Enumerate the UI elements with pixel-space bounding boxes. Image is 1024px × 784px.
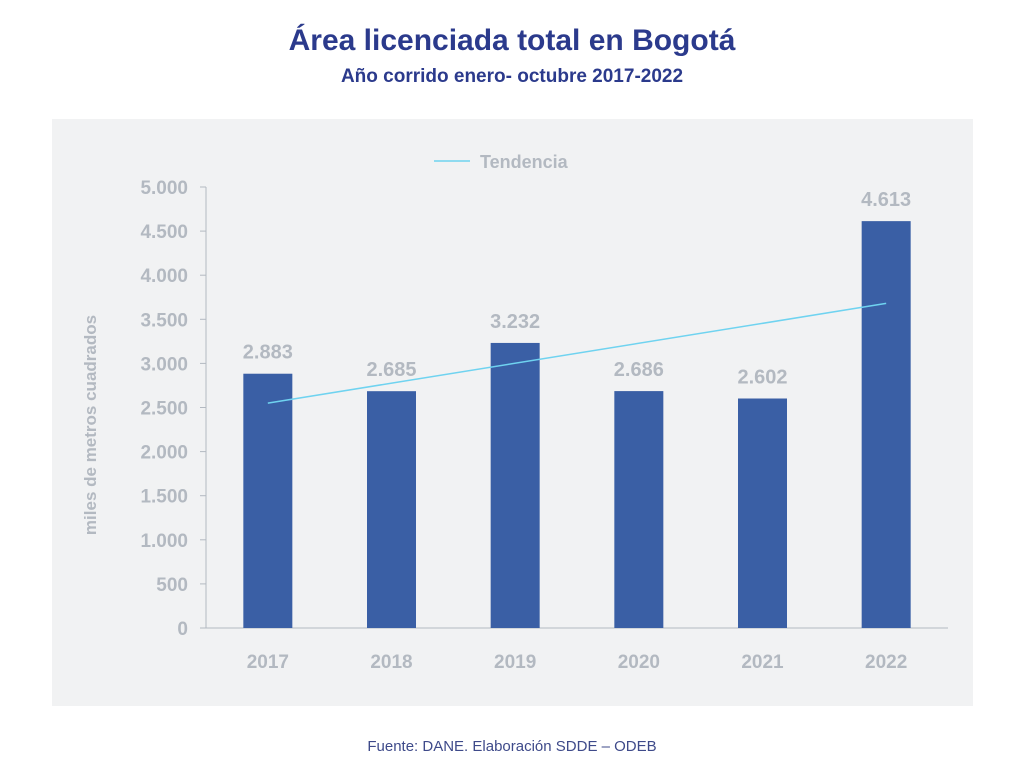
y-tick-label: 3.500 bbox=[140, 310, 188, 331]
chart-panel: 0 500 1.000 1.500 2.000 2.500 3.000 3.500 4.000 4… bbox=[52, 119, 973, 706]
bar-2022 bbox=[861, 221, 911, 628]
y-tick-label: 500 bbox=[156, 575, 188, 596]
bar-2018 bbox=[367, 391, 416, 628]
bar-2020 bbox=[614, 391, 664, 628]
x-tick-label-2022: 2022 bbox=[865, 652, 907, 673]
source-note: Fuente: DANE. Elaboración SDDE – ODEB bbox=[367, 738, 657, 755]
data-label-2022: 4.613 bbox=[861, 189, 911, 211]
trend-line bbox=[267, 302, 887, 404]
y-tick-label: 5.000 bbox=[140, 178, 188, 199]
y-tick-label: 4.500 bbox=[140, 222, 188, 243]
y-tick-label: 2.000 bbox=[140, 443, 188, 464]
x-tick-label-2020: 2020 bbox=[618, 652, 660, 673]
y-axis-title: miles de metros cuadrados bbox=[81, 315, 100, 535]
y-tick-label: 1.000 bbox=[140, 531, 188, 552]
y-tick-label: 0 bbox=[177, 619, 188, 640]
data-label-2017: 2.883 bbox=[243, 342, 293, 364]
y-tick-label: 1.500 bbox=[140, 487, 188, 508]
x-tick-label-2021: 2021 bbox=[741, 652, 784, 673]
chart-subtitle: Año corrido enero- octubre 2017-2022 bbox=[340, 66, 684, 87]
data-label-2020: 2.686 bbox=[614, 359, 664, 381]
x-tick-label-2019: 2019 bbox=[494, 652, 536, 673]
bar-chart: 0 500 1.000 1.500 2.000 2.500 3.000 3.500 4.000 4… bbox=[81, 152, 948, 673]
legend-label-trend: Tendencia bbox=[480, 152, 569, 172]
bar-2021 bbox=[738, 398, 787, 628]
data-label-2019: 3.232 bbox=[490, 311, 540, 333]
x-tick-label-2018: 2018 bbox=[370, 652, 412, 673]
y-tick-label: 2.500 bbox=[140, 399, 188, 420]
data-label-2021: 2.602 bbox=[737, 367, 787, 389]
y-tick-label: 4.000 bbox=[140, 266, 188, 287]
bar-2017 bbox=[243, 373, 293, 628]
bar-2019 bbox=[490, 342, 540, 628]
data-label-2018: 2.685 bbox=[366, 359, 416, 381]
y-tick-label: 3.000 bbox=[140, 354, 188, 375]
chart-title: Área licenciada total en Bogotá bbox=[288, 24, 736, 57]
x-tick-label-2017: 2017 bbox=[247, 652, 289, 673]
